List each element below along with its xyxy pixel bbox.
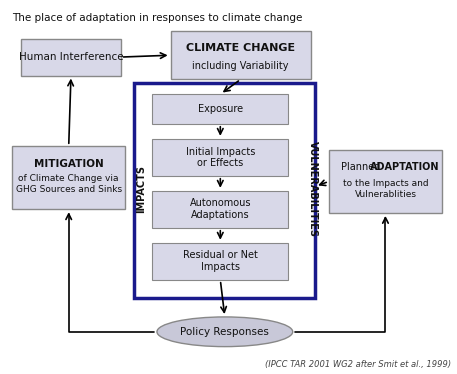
- Text: ADAPTATION: ADAPTATION: [370, 162, 439, 172]
- Text: Planned: Planned: [341, 162, 380, 172]
- Text: MITIGATION: MITIGATION: [34, 159, 104, 169]
- Text: to the Impacts and
Vulnerablities: to the Impacts and Vulnerablities: [343, 179, 428, 199]
- Text: Policy Responses: Policy Responses: [181, 327, 269, 337]
- Text: including Variability: including Variability: [192, 61, 289, 71]
- FancyBboxPatch shape: [153, 191, 288, 228]
- FancyBboxPatch shape: [170, 31, 311, 79]
- Text: of Climate Change via
GHG Sources and Sinks: of Climate Change via GHG Sources and Si…: [16, 174, 122, 194]
- Text: Residual or Net
Impacts: Residual or Net Impacts: [183, 251, 258, 272]
- FancyBboxPatch shape: [153, 139, 288, 176]
- Text: The place of adaptation in responses to climate change: The place of adaptation in responses to …: [12, 12, 303, 22]
- FancyBboxPatch shape: [153, 243, 288, 280]
- FancyBboxPatch shape: [153, 94, 288, 124]
- Text: (IPCC TAR 2001 WG2 after Smit et al., 1999): (IPCC TAR 2001 WG2 after Smit et al., 19…: [265, 360, 451, 369]
- FancyBboxPatch shape: [12, 146, 125, 209]
- FancyBboxPatch shape: [134, 83, 315, 298]
- Text: Autonomous
Adaptations: Autonomous Adaptations: [190, 199, 251, 220]
- Text: Exposure: Exposure: [198, 104, 243, 114]
- Text: IMPACTS: IMPACTS: [136, 165, 146, 213]
- Ellipse shape: [157, 317, 292, 347]
- FancyBboxPatch shape: [21, 39, 121, 76]
- Text: VULNERABILITIES: VULNERABILITIES: [308, 141, 318, 237]
- Text: Human Interference: Human Interference: [19, 52, 123, 62]
- FancyBboxPatch shape: [329, 150, 442, 213]
- Text: CLIMATE CHANGE: CLIMATE CHANGE: [186, 43, 295, 53]
- Text: Initial Impacts
or Effects: Initial Impacts or Effects: [186, 147, 255, 168]
